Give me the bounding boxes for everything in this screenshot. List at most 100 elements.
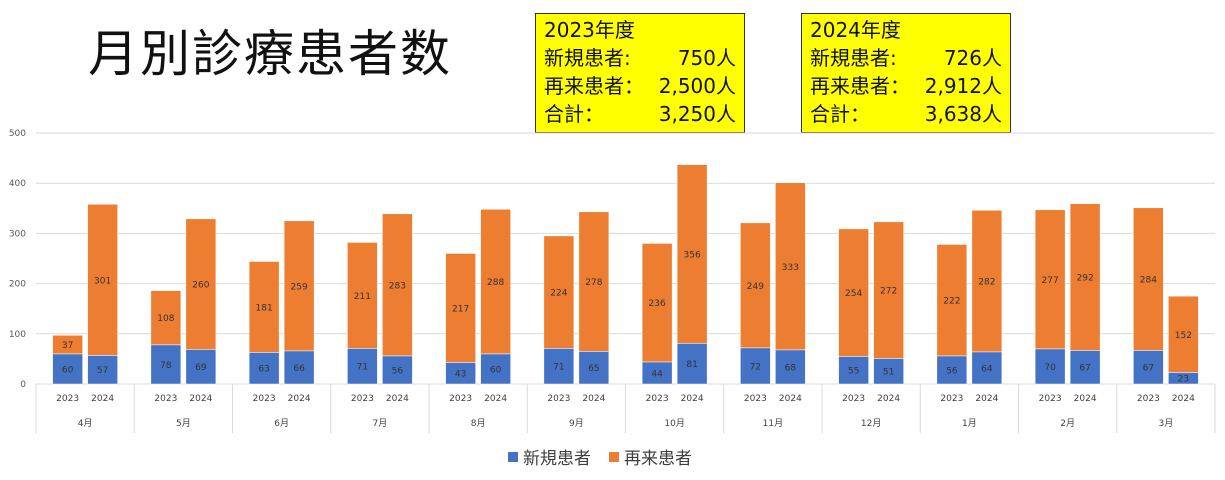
bar-new-patients bbox=[1133, 350, 1164, 385]
data-label-new: 70 bbox=[1044, 363, 1056, 373]
x-tick-year-label: 2023 bbox=[253, 394, 276, 404]
bar-return-patients bbox=[1168, 295, 1199, 373]
x-tick-year-label: 2023 bbox=[744, 394, 767, 404]
data-label-new: 43 bbox=[455, 370, 466, 380]
x-tick-month-label: 12月 bbox=[861, 418, 881, 429]
data-label-new: 67 bbox=[1143, 364, 1154, 374]
bar-new-patients bbox=[347, 348, 378, 385]
data-label-return: 260 bbox=[192, 281, 209, 291]
data-label-return: 259 bbox=[291, 282, 308, 292]
bar-new-patients bbox=[283, 350, 315, 385]
summary-return-label: 再来患者： bbox=[544, 74, 644, 98]
summary-return-row: 再来患者： 2,912人 bbox=[810, 72, 1010, 100]
bar-new-patients bbox=[87, 355, 118, 385]
summary-total-value: 3,638人 bbox=[924, 102, 1002, 126]
bar-return-patients bbox=[52, 335, 83, 355]
x-tick-month-label: 4月 bbox=[78, 418, 93, 429]
x-tick-year-label: 2024 bbox=[386, 394, 409, 404]
legend-item-new: 新規患者 bbox=[508, 444, 591, 469]
summary-return-row: 再来患者： 2,500人 bbox=[544, 72, 744, 100]
summary-box-2023: 2023年度 新規患者: 750人 再来患者： 2,500人 合計： 3,250人 bbox=[535, 13, 745, 133]
bar-return-patients bbox=[150, 290, 182, 346]
summary-box-2024: 2024年度 新規患者: 726人 再来患者： 2,912人 合計： 3,638人 bbox=[801, 13, 1011, 133]
summary-total-row: 合計： 3,638人 bbox=[810, 100, 1010, 128]
bar-new-patients bbox=[248, 352, 280, 385]
summary-new-row: 新規患者: 726人 bbox=[810, 44, 1010, 72]
data-label-new: 81 bbox=[686, 360, 697, 370]
data-label-new: 60 bbox=[62, 365, 74, 375]
x-tick-year-label: 2023 bbox=[1137, 394, 1160, 404]
data-label-return: 301 bbox=[94, 276, 111, 286]
summary-year-label: 2023年度 bbox=[544, 18, 635, 42]
x-tick-month-label: 8月 bbox=[471, 418, 486, 429]
summary-year: 2024年度 bbox=[810, 16, 1010, 44]
y-tick-label: 500 bbox=[9, 129, 26, 139]
x-tick-year-label: 2024 bbox=[1172, 394, 1195, 404]
data-label-return: 288 bbox=[487, 278, 504, 288]
bar-return-patients bbox=[641, 243, 673, 363]
bar-return-patients bbox=[873, 221, 904, 359]
chart-title: 月別診療患者数 bbox=[88, 25, 452, 83]
data-label-return: 249 bbox=[747, 282, 764, 292]
data-label-new: 57 bbox=[97, 366, 108, 376]
y-tick-label: 400 bbox=[9, 179, 26, 189]
x-tick-year-label: 2024 bbox=[1074, 394, 1097, 404]
x-tick-year-label: 2024 bbox=[877, 394, 900, 404]
data-label-return: 282 bbox=[978, 278, 995, 288]
bar-return-patients bbox=[445, 253, 476, 363]
y-tick-label: 200 bbox=[9, 280, 26, 290]
x-tick-year-label: 2023 bbox=[351, 394, 374, 404]
data-label-return: 236 bbox=[649, 299, 666, 309]
bar-return-patients bbox=[775, 182, 806, 351]
summary-new-label: 新規患者: bbox=[810, 46, 897, 70]
data-label-new: 67 bbox=[1079, 364, 1090, 374]
bar-new-patients bbox=[838, 356, 869, 385]
data-label-new: 56 bbox=[392, 366, 404, 376]
legend-swatch-new bbox=[508, 451, 518, 462]
summary-return-label: 再来患者： bbox=[810, 74, 910, 98]
summary-return-value: 2,912人 bbox=[924, 74, 1002, 98]
x-tick-year-label: 2024 bbox=[975, 394, 998, 404]
data-label-return: 333 bbox=[782, 263, 799, 273]
data-label-return: 217 bbox=[452, 304, 469, 314]
summary-year: 2023年度 bbox=[544, 16, 744, 44]
bar-return-patients bbox=[740, 222, 771, 349]
data-label-new: 78 bbox=[160, 361, 172, 371]
bar-new-patients bbox=[676, 343, 708, 385]
x-tick-month-label: 1月 bbox=[962, 418, 977, 429]
data-label-return: 222 bbox=[943, 297, 960, 307]
data-label-return: 181 bbox=[256, 303, 273, 313]
bar-return-patients bbox=[936, 244, 968, 357]
x-tick-year-label: 2023 bbox=[449, 394, 472, 404]
x-tick-month-label: 11月 bbox=[763, 418, 783, 429]
x-tick-year-label: 2023 bbox=[646, 394, 669, 404]
x-tick-year-label: 2024 bbox=[484, 394, 507, 404]
legend-item-return: 再来患者 bbox=[609, 444, 692, 469]
data-label-new: 44 bbox=[651, 369, 663, 379]
data-label-new: 56 bbox=[946, 366, 958, 376]
x-tick-year-label: 2023 bbox=[154, 394, 177, 404]
x-tick-year-label: 2023 bbox=[1039, 394, 1062, 404]
data-label-return: 292 bbox=[1077, 274, 1094, 284]
summary-total-row: 合計： 3,250人 bbox=[544, 100, 744, 128]
data-label-return: 278 bbox=[585, 278, 602, 288]
x-tick-month-label: 9月 bbox=[569, 418, 584, 429]
data-label-new: 71 bbox=[357, 363, 368, 373]
summary-total-label: 合計： bbox=[544, 102, 604, 126]
data-label-new: 69 bbox=[195, 363, 207, 373]
bar-new-patients bbox=[52, 353, 83, 385]
x-tick-year-label: 2023 bbox=[547, 394, 570, 404]
summary-new-value: 726人 bbox=[943, 46, 1002, 70]
data-label-return: 108 bbox=[157, 314, 174, 324]
x-tick-year-label: 2024 bbox=[91, 394, 114, 404]
data-label-return: 211 bbox=[354, 292, 371, 302]
bar-return-patients bbox=[347, 242, 378, 349]
bar-return-patients bbox=[1133, 207, 1164, 351]
summary-return-value: 2,500人 bbox=[658, 74, 736, 98]
summary-year-label: 2024年度 bbox=[810, 18, 901, 42]
bar-return-patients bbox=[578, 211, 610, 352]
summary-total-value: 3,250人 bbox=[658, 102, 736, 126]
chart-legend: 新規患者 再来患者 bbox=[508, 444, 710, 469]
data-label-new: 71 bbox=[553, 363, 564, 373]
bar-return-patients bbox=[480, 209, 511, 355]
